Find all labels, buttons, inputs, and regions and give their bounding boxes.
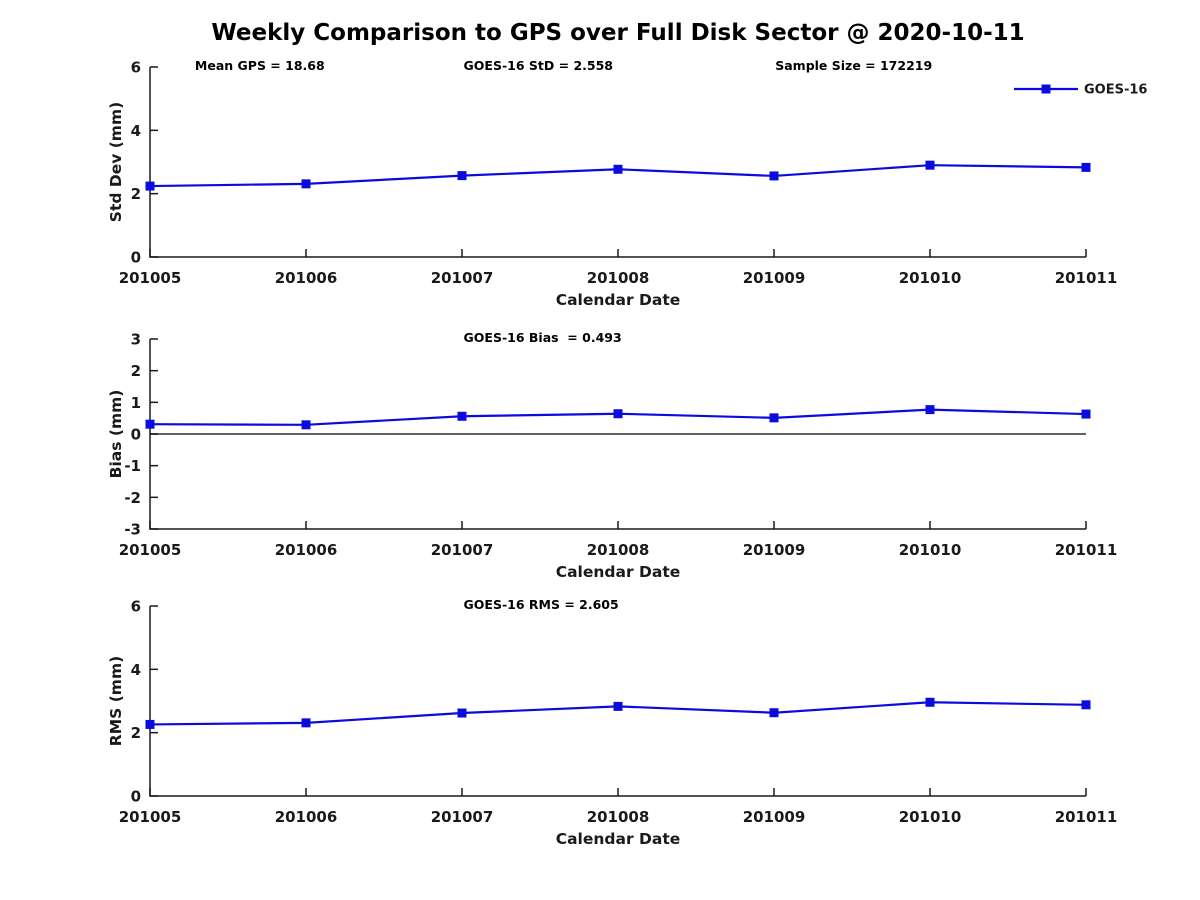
y-axis-label: Bias (mm)	[107, 390, 125, 479]
figure-title: Weekly Comparison to GPS over Full Disk …	[211, 20, 1025, 46]
data-point-marker	[1081, 700, 1091, 710]
y-tick-label: 0	[131, 788, 141, 806]
y-tick-label: -2	[124, 489, 141, 507]
annotation: Sample Size = 172219	[775, 58, 932, 73]
legend-label: GOES-16	[1084, 83, 1147, 98]
x-axis-label: Calendar Date	[556, 291, 681, 309]
x-tick-label: 201010	[899, 808, 962, 826]
y-tick-label: 2	[131, 185, 141, 203]
data-point-marker	[457, 411, 467, 421]
data-point-marker	[301, 420, 311, 430]
data-point-marker	[301, 718, 311, 728]
x-tick-label: 201008	[587, 541, 650, 559]
legend: GOES-16	[1014, 83, 1147, 98]
x-axis-label: Calendar Date	[556, 830, 681, 848]
x-tick-label: 201010	[899, 541, 962, 559]
bias-chart: 201005 201006 201007 201008 201009 201010 2010…	[107, 330, 1117, 581]
x-axis-label: Calendar Date	[556, 563, 681, 581]
data-point-marker	[1081, 162, 1091, 172]
x-tick-label: 201011	[1055, 541, 1118, 559]
y-tick-label: -3	[124, 521, 141, 539]
data-point-marker	[613, 701, 623, 711]
annotation: GOES-16 RMS = 2.605	[464, 597, 619, 612]
x-tick-label: 201008	[587, 269, 650, 287]
annotation: Mean GPS = 18.68	[195, 58, 325, 73]
x-tick-label: 201006	[275, 808, 338, 826]
x-tick-label: 201007	[431, 269, 494, 287]
y-tick-label: -1	[124, 457, 141, 475]
x-tick-label: 201007	[431, 541, 494, 559]
y-axis-label: RMS (mm)	[107, 656, 125, 746]
x-tick-label: 201009	[743, 269, 806, 287]
x-tick-label: 201009	[743, 808, 806, 826]
y-tick-label: 1	[131, 394, 141, 412]
x-tick-label: 201007	[431, 808, 494, 826]
legend-marker	[1041, 84, 1051, 94]
data-point-marker	[925, 160, 935, 170]
data-point-marker	[769, 413, 779, 423]
x-tick-label: 201011	[1055, 808, 1118, 826]
x-tick-label: 201009	[743, 541, 806, 559]
x-tick-label: 201006	[275, 541, 338, 559]
x-tick-label: 201008	[587, 808, 650, 826]
data-point-marker	[1081, 409, 1091, 419]
axis-spines	[149, 606, 1086, 797]
rms-chart: 201005 201006 201007 201008 201009 201010 2010…	[107, 597, 1117, 848]
y-tick-label: 3	[131, 331, 141, 349]
annotation: GOES-16 StD = 2.558	[464, 58, 613, 73]
data-point-marker	[145, 181, 155, 191]
y-tick-label: 6	[131, 59, 141, 77]
x-tick-label: 201011	[1055, 269, 1118, 287]
data-point-marker	[457, 708, 467, 718]
axis-spines	[149, 67, 1086, 258]
data-point-marker	[613, 164, 623, 174]
y-axis-label: Std Dev (mm)	[107, 102, 125, 222]
data-point-marker	[613, 409, 623, 419]
y-tick-label: 0	[131, 426, 141, 444]
x-tick-label: 201005	[119, 808, 182, 826]
data-point-marker	[925, 697, 935, 707]
x-tick-label: 201005	[119, 541, 182, 559]
annotation: GOES-16 Bias = 0.493	[464, 330, 622, 345]
data-point-marker	[301, 179, 311, 189]
x-tick-label: 201006	[275, 269, 338, 287]
data-point-marker	[925, 405, 935, 415]
data-point-marker	[769, 171, 779, 181]
data-point-marker	[145, 419, 155, 429]
y-tick-label: 4	[131, 122, 141, 140]
data-point-marker	[769, 708, 779, 718]
data-point-marker	[457, 171, 467, 181]
y-tick-label: 0	[131, 249, 141, 267]
x-tick-label: 201010	[899, 269, 962, 287]
y-tick-label: 4	[131, 661, 141, 679]
x-tick-label: 201005	[119, 269, 182, 287]
y-tick-label: 6	[131, 598, 141, 616]
data-point-marker	[145, 719, 155, 729]
y-tick-label: 2	[131, 362, 141, 380]
y-tick-label: 2	[131, 724, 141, 742]
stddev-chart: 201005 201006 201007 201008 201009 201010 2010…	[107, 58, 1147, 309]
